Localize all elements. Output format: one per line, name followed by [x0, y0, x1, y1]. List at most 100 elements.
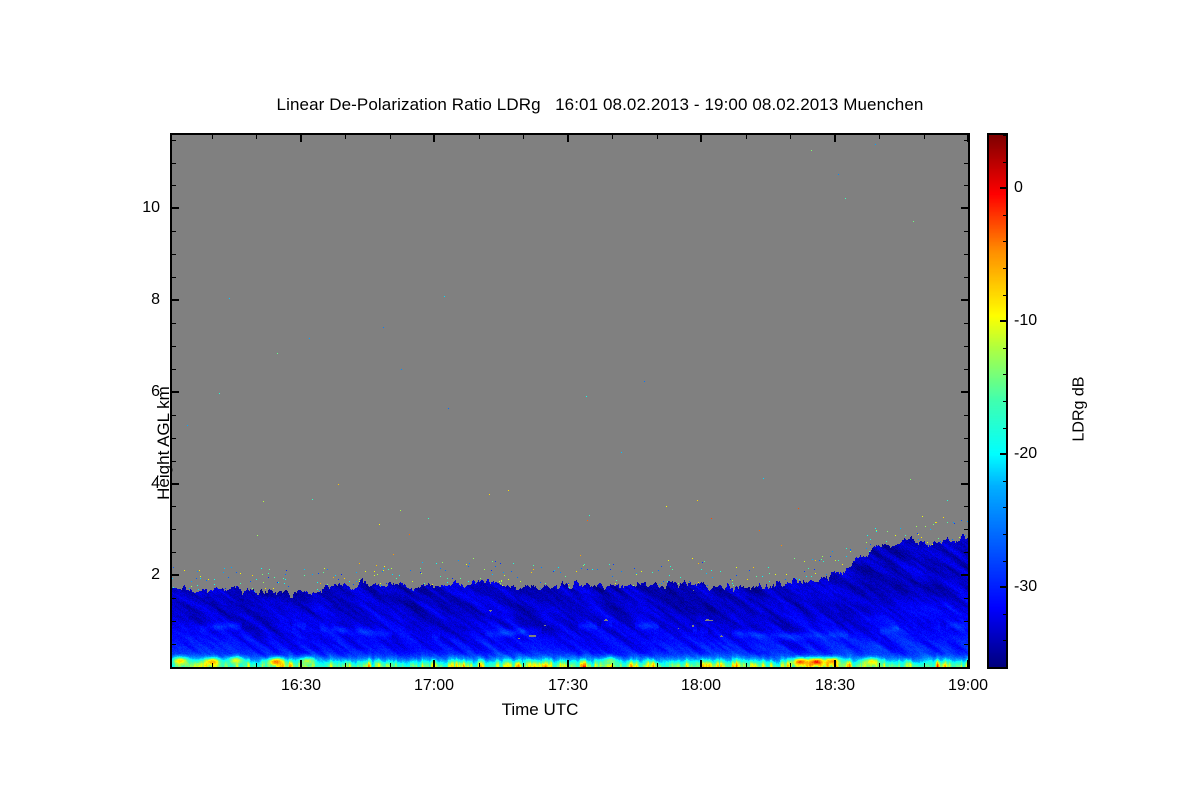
colorbar-gradient: [987, 133, 1008, 669]
x-tick-minor: [479, 663, 480, 667]
x-axis-title: Time UTC: [501, 700, 579, 719]
y-tick-minor: [172, 506, 176, 507]
y-tick-minor-right: [964, 415, 968, 416]
colorbar-tick-minor: [1003, 454, 1006, 455]
x-tick-label: 16:30: [280, 677, 322, 694]
colorbar-tick-label: -20: [1014, 445, 1038, 462]
x-tick-minor: [256, 663, 257, 667]
y-tick-minor: [172, 484, 176, 485]
colorbar-tick-minor: [1003, 215, 1006, 216]
y-tick-minor-right: [964, 461, 968, 462]
y-tick-minor: [172, 277, 176, 278]
y-tick-minor-right: [964, 667, 968, 668]
x-tick-minor: [746, 663, 747, 667]
colorbar-tick-minor: [1003, 614, 1006, 615]
colorbar-tick-minor: [1003, 374, 1006, 375]
colorbar-tick-minor: [1003, 587, 1006, 588]
x-tick-minor-top: [879, 135, 880, 139]
y-tick-minor: [172, 415, 176, 416]
x-tick-minor-top: [256, 135, 257, 139]
y-tick-minor: [172, 163, 176, 164]
x-tick-minor: [434, 663, 435, 667]
x-tick-label: 17:00: [413, 677, 455, 694]
y-tick-minor: [172, 208, 176, 209]
x-tick-minor: [835, 663, 836, 667]
y-tick-minor-right: [964, 529, 968, 530]
x-tick-minor-top: [301, 135, 302, 139]
x-tick-minor-top: [790, 135, 791, 139]
colorbar-canvas: [989, 135, 1006, 667]
y-tick-label: 6: [151, 383, 160, 400]
x-tick-minor: [212, 663, 213, 667]
colorbar-tick-minor: [1003, 534, 1006, 535]
y-tick-minor: [172, 644, 176, 645]
y-tick-minor: [172, 461, 176, 462]
x-tick-minor-top: [434, 135, 435, 139]
page-title: Linear De-Polarization Ratio LDRg 16:01 …: [276, 95, 924, 114]
y-tick-minor-right: [964, 575, 968, 576]
colorbar-tick-minor: [1003, 135, 1006, 136]
x-tick-label: 18:30: [814, 677, 856, 694]
y-tick-minor: [172, 438, 176, 439]
colorbar: [987, 133, 1008, 669]
x-tick-minor-top: [701, 135, 702, 139]
x-tick-minor: [879, 663, 880, 667]
y-tick-minor: [172, 254, 176, 255]
y-tick-minor-right: [964, 438, 968, 439]
x-tick-minor-top: [835, 135, 836, 139]
x-tick-minor: [523, 663, 524, 667]
y-tick-minor-right: [964, 163, 968, 164]
x-tick-minor-top: [568, 135, 569, 139]
y-tick-minor-right: [964, 231, 968, 232]
colorbar-tick-minor: [1003, 268, 1006, 269]
x-tick-minor: [701, 663, 702, 667]
x-tick-minor: [790, 663, 791, 667]
y-tick-minor-right: [964, 621, 968, 622]
y-tick-minor: [172, 667, 176, 668]
y-tick-minor: [172, 185, 176, 186]
y-tick-minor-right: [964, 185, 968, 186]
x-tick-label: 19:00: [947, 677, 989, 694]
x-tick-minor-top: [657, 135, 658, 139]
colorbar-tick-label: 0: [1014, 179, 1023, 196]
colorbar-tick-minor: [1003, 481, 1006, 482]
y-tick-minor-right: [964, 506, 968, 507]
colorbar-tick-minor: [1003, 561, 1006, 562]
y-tick-minor: [172, 621, 176, 622]
x-tick-minor: [568, 663, 569, 667]
colorbar-tick-minor: [1003, 507, 1006, 508]
x-tick-minor: [612, 663, 613, 667]
x-tick-minor: [657, 663, 658, 667]
y-tick-minor-right: [964, 644, 968, 645]
x-tick-minor-top: [345, 135, 346, 139]
y-tick-minor-right: [964, 369, 968, 370]
x-tick-label: 18:00: [680, 677, 722, 694]
x-tick-minor: [301, 663, 302, 667]
colorbar-tick-label: -10: [1014, 312, 1038, 329]
x-tick-minor-top: [612, 135, 613, 139]
colorbar-title: LDRg dB: [1070, 376, 1088, 442]
y-tick-minor-right: [964, 300, 968, 301]
colorbar-tick-minor: [1003, 162, 1006, 163]
y-tick-minor: [172, 346, 176, 347]
y-tick-minor: [172, 598, 176, 599]
y-tick-minor: [172, 369, 176, 370]
x-tick-minor-top: [390, 135, 391, 139]
y-tick-minor: [172, 575, 176, 576]
y-tick-minor-right: [964, 323, 968, 324]
colorbar-tick-minor: [1003, 428, 1006, 429]
y-tick-minor: [172, 300, 176, 301]
y-tick-minor-right: [964, 346, 968, 347]
x-tick-minor: [924, 663, 925, 667]
x-tick-minor-top: [523, 135, 524, 139]
colorbar-tick-minor: [1003, 401, 1006, 402]
colorbar-tick-minor: [1003, 640, 1006, 641]
y-tick-minor: [172, 231, 176, 232]
colorbar-tick-minor: [1003, 188, 1006, 189]
y-tick-minor: [172, 392, 176, 393]
heatmap-data-area: [172, 135, 968, 667]
x-tick-minor-top: [212, 135, 213, 139]
x-tick-minor-top: [479, 135, 480, 139]
y-tick-minor-right: [964, 552, 968, 553]
